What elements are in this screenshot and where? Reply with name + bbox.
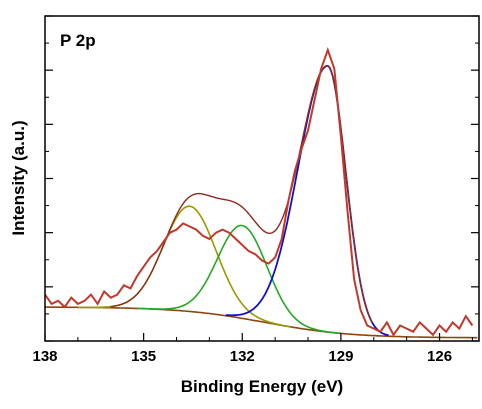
x-tick-label: 135 xyxy=(131,348,156,365)
y-axis-label: Intensity (a.u.) xyxy=(9,120,28,235)
plot-frame xyxy=(44,15,480,342)
curves-layer xyxy=(44,46,478,339)
peak-annotation: P 2p xyxy=(60,31,96,50)
envelope-fit-curve xyxy=(110,64,373,323)
x-tick-label: 129 xyxy=(328,348,353,365)
x-tick-label: 126 xyxy=(427,348,452,365)
ticks-layer: 138 135 132 129 126 xyxy=(32,15,479,365)
x-axis-label: Binding Energy (eV) xyxy=(181,377,343,396)
fit-component-low-be xyxy=(225,64,389,337)
x-tick-label: 138 xyxy=(32,348,57,365)
background-curve xyxy=(45,306,478,339)
measured-spectrum-0 xyxy=(44,46,474,337)
x-tick-label: 132 xyxy=(230,348,255,365)
fit-component-mid-be xyxy=(137,224,340,334)
